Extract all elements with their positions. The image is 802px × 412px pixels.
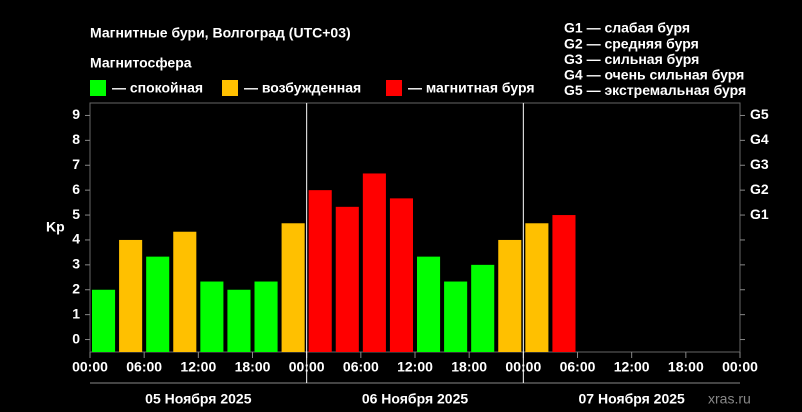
watermark: xras.ru [708, 391, 751, 407]
bar [552, 215, 576, 352]
legend-label: — возбужденная [244, 80, 361, 96]
legend-label: — спокойная [112, 80, 203, 96]
legend-swatch [222, 80, 238, 96]
legend-title: Магнитосфера [90, 55, 192, 71]
bar [146, 256, 170, 352]
legend-label: — магнитная буря [408, 80, 535, 96]
x-tick-label: 06:00 [560, 359, 596, 375]
y-tick-label: 8 [72, 131, 80, 147]
storm-level: G2 — средняя буря [564, 35, 699, 51]
y2-tick-label: G3 [750, 156, 769, 172]
bar [471, 264, 495, 352]
storm-level: G4 — очень сильная буря [564, 67, 744, 83]
day-label: 06 Ноября 2025 [362, 391, 469, 407]
chart-title: Магнитные бури, Волгоград (UTC+03) [90, 25, 351, 41]
y2-tick-label: G4 [750, 131, 769, 147]
y2-tick-label: G5 [750, 106, 769, 122]
bar [119, 239, 143, 352]
bar [417, 256, 441, 352]
y2-tick-label: G1 [750, 206, 769, 222]
x-tick-label: 06:00 [126, 359, 162, 375]
day-label: 05 Ноября 2025 [145, 391, 252, 407]
y-tick-label: 9 [72, 106, 80, 122]
bar [335, 206, 359, 352]
bar [173, 231, 197, 352]
storm-level: G3 — сильная буря [564, 51, 699, 67]
bar [308, 190, 332, 352]
y-tick-label: 2 [72, 280, 80, 296]
x-tick-label: 06:00 [343, 359, 379, 375]
bar [254, 281, 278, 352]
bar [389, 198, 413, 352]
y-tick-label: 3 [72, 256, 80, 272]
y-tick-label: 0 [72, 330, 80, 346]
x-tick-label: 12:00 [180, 359, 216, 375]
y-tick-label: 5 [72, 206, 80, 222]
x-tick-label: 18:00 [451, 359, 487, 375]
y2-tick-label: G2 [750, 181, 769, 197]
legend-swatch [90, 80, 106, 96]
bar [362, 173, 386, 352]
bar [525, 223, 549, 352]
bar [92, 289, 116, 352]
legend-swatch [386, 80, 402, 96]
y-tick-label: 7 [72, 156, 80, 172]
y-tick-label: 1 [72, 305, 80, 321]
bar [444, 281, 468, 352]
x-tick-label: 18:00 [668, 359, 704, 375]
bar [281, 223, 305, 352]
y-axis-label: Kp [46, 219, 65, 235]
x-tick-label: 00:00 [72, 359, 108, 375]
bar [227, 289, 251, 352]
x-tick-label: 18:00 [235, 359, 271, 375]
x-tick-label: 12:00 [614, 359, 650, 375]
bar [498, 239, 522, 352]
day-label: 07 Ноября 2025 [579, 391, 686, 407]
x-tick-label: 00:00 [722, 359, 758, 375]
y-tick-label: 4 [72, 231, 80, 247]
y-tick-label: 6 [72, 181, 80, 197]
bar [200, 281, 224, 352]
x-tick-label: 12:00 [397, 359, 433, 375]
storm-level: G5 — экстремальная буря [564, 82, 746, 98]
storm-level: G1 — слабая буря [564, 20, 690, 36]
